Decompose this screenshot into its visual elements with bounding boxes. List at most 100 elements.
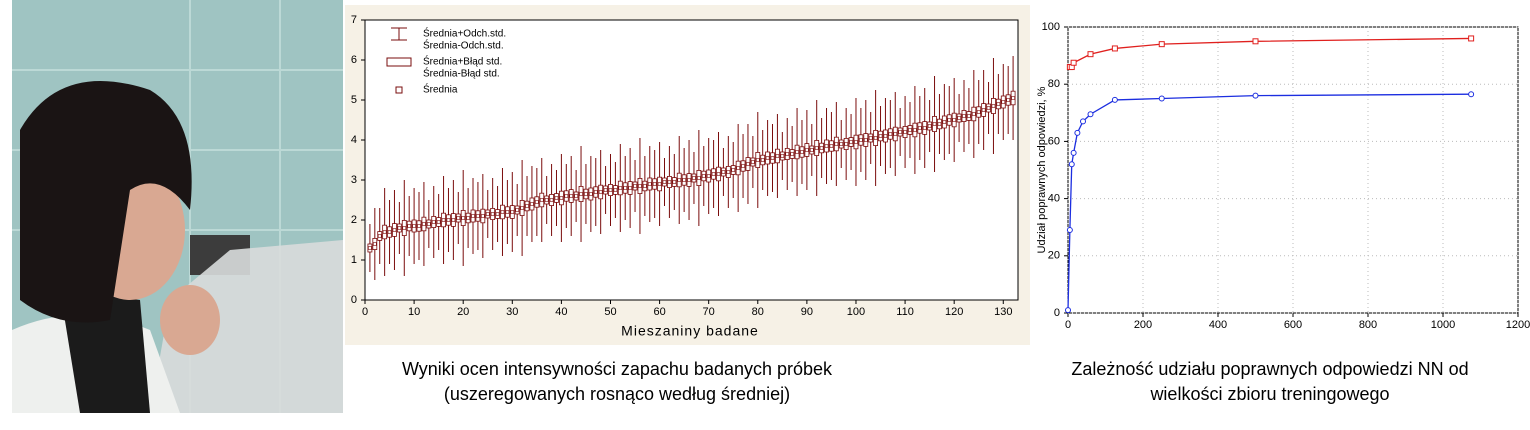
mean	[809, 148, 814, 152]
mean	[613, 188, 618, 192]
mean	[510, 210, 515, 214]
marker	[1087, 51, 1094, 58]
mean	[682, 178, 686, 182]
mean	[746, 162, 750, 166]
y-tick-label: 6	[351, 54, 357, 66]
mean	[407, 224, 411, 228]
mean	[618, 186, 623, 190]
x-tick-label: 1000	[1431, 319, 1455, 331]
mean	[593, 190, 598, 194]
x-tick-label: 200	[1134, 319, 1152, 331]
marker	[1068, 161, 1075, 168]
legend-label: Średnia-Odch.std.	[423, 39, 504, 52]
mean	[755, 158, 760, 162]
x-tick-label: 110	[896, 306, 914, 318]
mean	[922, 126, 927, 130]
mean	[539, 198, 544, 202]
mean	[814, 146, 819, 150]
y-tick-label: 5	[351, 94, 357, 106]
x-axis-label: Mieszaniny badane	[621, 323, 759, 339]
mean	[834, 142, 839, 146]
x-tick-label: 800	[1359, 319, 1377, 331]
mean	[672, 180, 677, 184]
marker	[1074, 129, 1081, 136]
legend-label: Średnia+Odch.std.	[423, 27, 506, 40]
y-tick-label: 0	[351, 294, 357, 306]
mean	[677, 178, 682, 182]
mean	[623, 186, 628, 190]
mean	[402, 226, 407, 230]
mean	[559, 196, 564, 200]
mean	[382, 230, 387, 234]
mean	[495, 212, 500, 216]
mean	[898, 130, 902, 134]
mean	[824, 144, 829, 148]
mean	[805, 148, 809, 152]
y-tick-label: 40	[1048, 193, 1060, 205]
mean	[441, 218, 446, 222]
legend-symbol	[395, 86, 403, 94]
mean	[947, 118, 952, 122]
caption: (uszeregowanych rosnąco według średniej)	[444, 384, 790, 404]
x-tick-label: 600	[1284, 319, 1302, 331]
mean	[638, 184, 642, 188]
mean	[863, 138, 868, 142]
mean	[647, 182, 652, 186]
mean	[574, 194, 578, 198]
mean	[908, 128, 912, 132]
marker	[1065, 307, 1071, 314]
y-tick-label: 3	[351, 174, 357, 186]
mean	[721, 170, 726, 174]
mean	[471, 214, 475, 218]
mean	[913, 128, 917, 132]
mean	[800, 150, 804, 154]
mean	[397, 226, 402, 230]
mean	[706, 174, 711, 178]
legend-symbol	[386, 57, 412, 67]
mean	[918, 126, 922, 130]
mean	[544, 198, 549, 202]
x-tick-label: 70	[703, 306, 715, 318]
mean	[711, 172, 716, 176]
mean	[461, 216, 465, 220]
mean	[873, 136, 878, 140]
mean	[579, 192, 583, 196]
mean	[731, 168, 736, 172]
caption: Zależność udziału poprawnych odpowiedzi …	[1071, 359, 1468, 379]
marker	[1252, 92, 1259, 99]
mean	[476, 214, 480, 218]
mean	[446, 218, 451, 222]
mean	[775, 154, 780, 158]
mean	[377, 234, 382, 238]
mean	[957, 116, 961, 120]
marker	[1252, 38, 1259, 45]
mean	[431, 220, 436, 224]
mean	[780, 154, 785, 158]
mean	[692, 176, 696, 180]
mean	[839, 142, 844, 146]
mean	[903, 130, 907, 134]
mean	[927, 124, 932, 128]
mean	[520, 206, 524, 210]
mean	[554, 196, 559, 200]
x-tick-label: 130	[994, 306, 1012, 318]
y-tick-label: 60	[1048, 135, 1060, 147]
marker	[1158, 41, 1165, 48]
marker	[1066, 227, 1073, 234]
plot-area	[364, 19, 1019, 301]
mean	[549, 198, 554, 202]
marker	[1158, 95, 1165, 102]
caption: Wyniki ocen intensywności zapachu badany…	[402, 359, 833, 379]
mean	[741, 164, 745, 168]
x-tick-label: 10	[408, 306, 420, 318]
x-tick-label: 0	[362, 306, 368, 318]
mean	[422, 222, 426, 226]
y-axis-label: Udział poprawnych odpowiedzi, %	[1036, 86, 1048, 253]
mean	[633, 184, 637, 188]
mean	[515, 208, 520, 212]
x-tick-label: 100	[847, 306, 865, 318]
marker	[1468, 91, 1475, 98]
mean	[736, 166, 740, 170]
mean	[981, 108, 986, 112]
